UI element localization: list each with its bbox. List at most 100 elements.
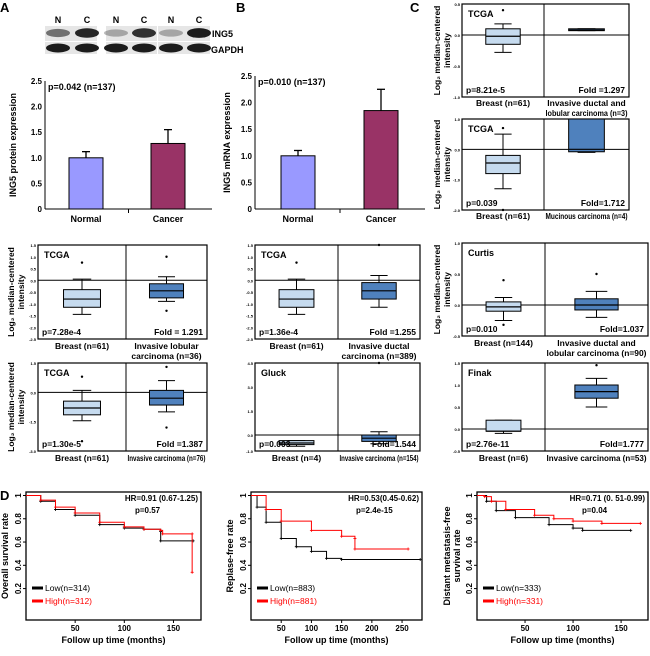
group-label: Breast (n=6) xyxy=(479,453,529,463)
box xyxy=(485,419,522,432)
p-value: p=2.76e-11 xyxy=(466,439,510,449)
box xyxy=(485,154,521,175)
y-tick-label: 0.5 xyxy=(30,267,36,272)
censor-mark xyxy=(353,537,357,541)
y-tick-label: 1.5 xyxy=(30,361,36,366)
censor-mark xyxy=(629,528,633,532)
fold-change: Fold =1.255 xyxy=(369,327,416,337)
y-axis-label: intensity xyxy=(442,33,452,68)
y-tick-label: 1.0 xyxy=(454,383,460,388)
y-tick-label: 0.0 xyxy=(30,390,36,395)
censor-mark xyxy=(638,521,642,525)
censor-mark xyxy=(190,570,194,574)
y-tick-label: 0 xyxy=(38,205,43,214)
censor-mark xyxy=(161,532,165,536)
blot-band-ing5 xyxy=(104,29,128,37)
bar-cancer xyxy=(363,110,399,210)
x-tick-label: 200 xyxy=(365,624,379,633)
censor-mark xyxy=(494,509,498,513)
legend-label: Low(n=333) xyxy=(496,583,541,593)
y-tick-label: -0.5 xyxy=(246,290,254,295)
y-tick-label: 2.5 xyxy=(31,77,43,86)
y-tick-label: 0.2 xyxy=(465,582,474,594)
outlier xyxy=(377,243,381,247)
hazard-ratio: HR=0.71 (0. 51-0.99) xyxy=(570,494,646,503)
y-tick-label: 0.2 xyxy=(14,582,23,594)
fold-change: Fold = 1.291 xyxy=(154,327,203,337)
p-value: p=0.04 xyxy=(582,506,608,515)
group-label: Breast (n=61) xyxy=(55,453,109,463)
y-tick-label: -3.0 xyxy=(29,449,37,454)
box xyxy=(574,298,619,311)
lane-label: C xyxy=(196,15,203,25)
panel-label-d: D xyxy=(0,488,9,503)
x-tick-label: 100 xyxy=(566,624,580,633)
lane-label: C xyxy=(84,15,91,25)
group-label: Invasive ductal and xyxy=(547,98,625,108)
y-tick-label: -2.0 xyxy=(453,208,461,213)
y-tick-label: 0.5 xyxy=(31,179,43,188)
y-tick-label: -1.0 xyxy=(453,95,461,100)
y-axis-label: intensity xyxy=(16,274,26,309)
y-axis-label: Replase-free rate xyxy=(225,519,235,592)
legend-label: High(n=881) xyxy=(270,596,317,606)
group-label: Breast (n=61) xyxy=(476,98,530,108)
y-tick-label: 0.5 xyxy=(454,272,460,277)
censor-mark xyxy=(294,545,298,549)
y-tick-label: 2.0 xyxy=(241,99,253,108)
km-curve-high xyxy=(26,494,193,573)
censor-mark xyxy=(485,499,489,503)
boxplot-panel-C-row3 xyxy=(461,362,649,452)
outlier xyxy=(501,9,505,12)
outlier xyxy=(165,365,168,369)
group-label: lobular carcinoma (n=3) xyxy=(546,108,628,118)
dataset-label: TCGA xyxy=(261,250,287,260)
censor-mark xyxy=(53,505,57,509)
dataset-label: TCGA xyxy=(468,9,494,19)
y-axis-label: ING5 mRNA expression xyxy=(222,92,232,193)
p-value: p=1.30e-5 xyxy=(42,439,81,449)
dataset-label: TCGA xyxy=(44,250,70,260)
y-tick-label: -2.0 xyxy=(246,325,254,330)
y-tick-label: -1.5 xyxy=(246,314,254,319)
y-tick-label: 0.0 xyxy=(247,278,253,283)
y-tick-label: 0.2 xyxy=(239,582,248,594)
y-axis-label: intensity xyxy=(442,272,452,307)
y-tick-label: 0.6 xyxy=(239,536,248,548)
y-axis-label: Log₂ median-centered xyxy=(6,362,16,452)
censor-mark xyxy=(264,520,268,524)
x-tick-label: 150 xyxy=(614,624,628,633)
y-tick-label: 0.8 xyxy=(465,513,474,525)
censor-mark xyxy=(353,547,357,551)
lane-label: N xyxy=(113,15,120,25)
x-tick-label: 150 xyxy=(335,624,349,633)
y-tick-label: 2.0 xyxy=(31,103,43,112)
fold-change: Fold=1.037 xyxy=(600,324,644,334)
y-tick-label: 1.5 xyxy=(454,361,460,366)
y-tick-label: 1 xyxy=(14,493,23,498)
censor-mark xyxy=(504,507,508,511)
y-tick-label: -2.5 xyxy=(29,337,37,342)
lane-label: C xyxy=(141,15,148,25)
blot-band-ing5 xyxy=(187,28,211,38)
y-tick-label: 2.5 xyxy=(241,72,253,81)
boxplot-panel-C2 xyxy=(461,118,630,212)
blot-band-gapdh xyxy=(75,43,99,53)
censor-mark xyxy=(159,539,163,543)
y-tick-label: 1 xyxy=(465,493,474,498)
outlier xyxy=(595,272,598,276)
y-tick-label: 0.0 xyxy=(247,433,253,438)
y-tick-label: -0.5 xyxy=(29,290,37,295)
y-tick-label: 0.5 xyxy=(454,2,460,7)
y-tick-label: -0.5 xyxy=(453,64,461,69)
outlier xyxy=(295,261,298,264)
censor-mark xyxy=(552,517,556,521)
outlier xyxy=(502,323,505,327)
censor-mark xyxy=(406,547,410,551)
censor-mark xyxy=(159,528,163,532)
censor-mark xyxy=(533,513,537,517)
y-tick-label: 0.0 xyxy=(454,303,460,308)
y-tick-label: 0.5 xyxy=(454,405,460,410)
y-tick-label: 0.6 xyxy=(14,536,23,548)
